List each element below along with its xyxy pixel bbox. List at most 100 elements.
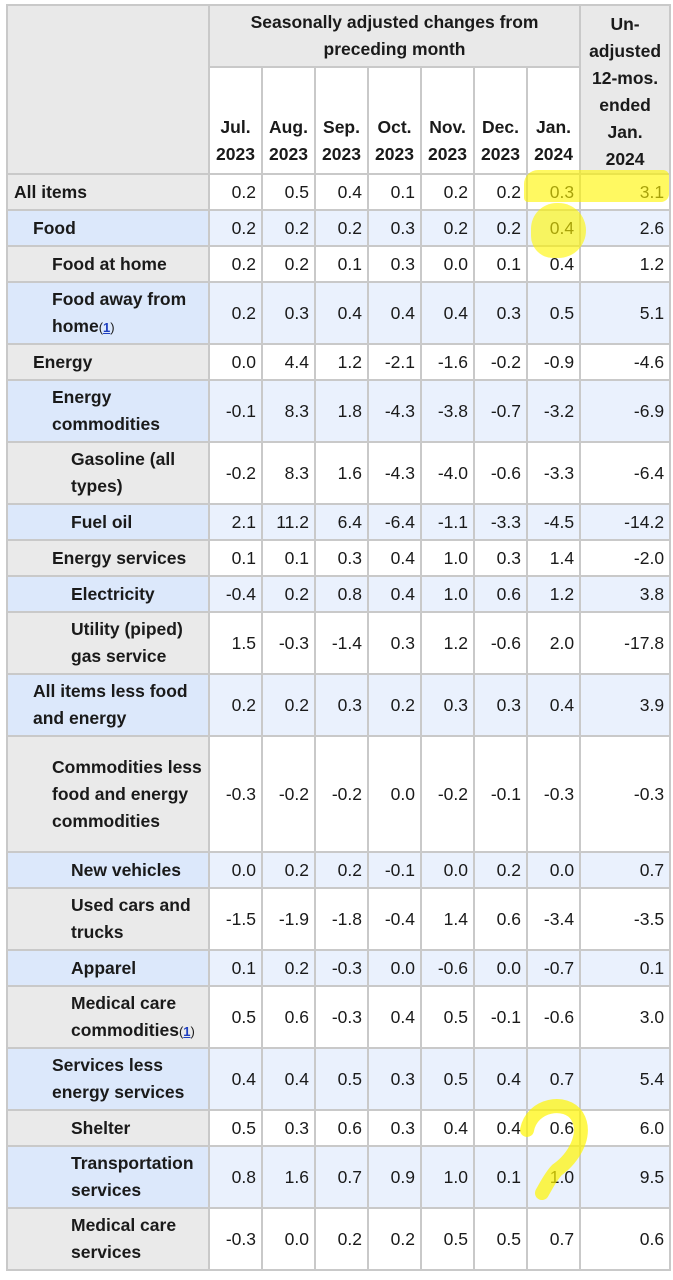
table-row: Energy 0.0 4.4 1.2 -2.1 -1.6 -0.2 -0.9 -4.6: [6, 343, 672, 381]
cell-monthly-change: -4.3: [367, 379, 422, 443]
footnote-link[interactable]: 1: [103, 319, 111, 335]
row-label-text: Transportation services: [71, 1153, 194, 1200]
table-body: All items 0.2 0.5 0.4 0.1 0.2 0.2 0.3 3.1 Food 0.2…: [6, 173, 672, 1271]
cell-monthly-change: 1.0: [420, 575, 475, 613]
cell-unadjusted-12mo: 3.9: [579, 673, 672, 737]
cell-monthly-change: 0.2: [314, 209, 369, 247]
cell-unadjusted-12mo: 5.4: [579, 1047, 672, 1111]
row-label-text: Used cars and trucks: [71, 895, 191, 942]
header-month: Sep. 2023: [314, 66, 369, 175]
row-label: Medical care commodities(1): [6, 985, 210, 1049]
cell-monthly-change: -0.6: [420, 949, 475, 987]
cell-monthly-change: -4.5: [525, 503, 582, 541]
table-row: Energy commodities -0.1 8.3 1.8 -4.3 -3.8 -0.7…: [6, 379, 672, 443]
cell-monthly-change: 1.6: [314, 441, 369, 505]
cell-monthly-change: 0.3: [473, 673, 528, 737]
cell-monthly-change: -0.2: [314, 735, 369, 853]
cell-monthly-change: 0.3: [367, 611, 422, 675]
row-label: Utility (piped) gas service: [6, 611, 210, 675]
cell-monthly-change: 0.3: [473, 539, 528, 577]
row-label-text: Medical care services: [71, 1215, 177, 1262]
cell-monthly-change: 0.1: [473, 245, 528, 283]
cell-unadjusted-12mo: -14.2: [579, 503, 672, 541]
row-label-text: Apparel: [71, 957, 137, 978]
row-label: Electricity: [6, 575, 210, 613]
header-corner: [6, 4, 210, 175]
cell-monthly-change: 1.8: [314, 379, 369, 443]
row-label: Shelter: [6, 1109, 210, 1147]
cell-unadjusted-12mo: 0.7: [579, 851, 672, 889]
cell-monthly-change: 0.3: [261, 281, 316, 345]
row-label-text: Food at home: [52, 253, 167, 274]
row-label: Fuel oil: [6, 503, 210, 541]
cell-monthly-change: 0.4: [314, 173, 369, 211]
footnote-link[interactable]: 1: [183, 1023, 191, 1039]
cell-monthly-change: 0.2: [261, 851, 316, 889]
cell-monthly-change: -1.6: [420, 343, 475, 381]
cell-monthly-change: 0.1: [261, 539, 316, 577]
cell-monthly-change: 0.2: [473, 209, 528, 247]
row-label-text: Food: [33, 217, 76, 238]
cell-monthly-change: 0.4: [208, 1047, 263, 1111]
cell-unadjusted-12mo: 3.0: [579, 985, 672, 1049]
row-label: All items: [6, 173, 210, 211]
cell-monthly-change: 0.0: [367, 735, 422, 853]
cell-monthly-change: -0.9: [525, 343, 582, 381]
footnote-ref[interactable]: (1): [178, 1023, 195, 1039]
row-label-text: Medical care commodities: [71, 992, 179, 1040]
cell-monthly-change: 0.1: [367, 173, 422, 211]
table-row: Food at home 0.2 0.2 0.1 0.3 0.0 0.1 0.4 1.2: [6, 245, 672, 283]
table-row: New vehicles 0.0 0.2 0.2 -0.1 0.0 0.2 0.0 0.7: [6, 851, 672, 889]
header-month: Aug. 2023: [261, 66, 316, 175]
row-label-text: Shelter: [71, 1117, 131, 1138]
header-month: Nov. 2023: [420, 66, 475, 175]
table-row: Food away from home(1) 0.2 0.3 0.4 0.4 0.4 0.3…: [6, 281, 672, 345]
cell-monthly-change: -1.5: [208, 887, 263, 951]
header-seasonally-adjusted: Seasonally adjusted changes from precedi…: [207, 3, 582, 69]
cell-monthly-change: 0.6: [261, 985, 316, 1049]
cell-monthly-change: 0.3: [367, 1109, 422, 1147]
table-row: Energy services 0.1 0.1 0.3 0.4 1.0 0.3 1.4 -2.0: [6, 539, 672, 577]
cell-monthly-change: 0.2: [261, 245, 316, 283]
cell-monthly-change: -0.4: [367, 887, 422, 951]
cell-monthly-change: 0.2: [261, 949, 316, 987]
cell-monthly-change: 6.4: [314, 503, 369, 541]
cell-monthly-change: 0.5: [208, 985, 263, 1049]
cell-monthly-change: -0.3: [208, 735, 263, 853]
cell-monthly-change: -0.4: [208, 575, 263, 613]
table-row: Utility (piped) gas service 1.5 -0.3 -1.4 0.…: [6, 611, 672, 675]
cell-monthly-change: -0.7: [525, 949, 582, 987]
cell-monthly-change: -3.4: [525, 887, 582, 951]
cell-monthly-change: 2.1: [208, 503, 263, 541]
cell-monthly-change: 8.3: [261, 441, 316, 505]
table-row: Food 0.2 0.2 0.2 0.3 0.2 0.2 0.4 2.6: [6, 209, 672, 247]
footnote-ref[interactable]: (1): [98, 319, 115, 335]
cell-monthly-change: -0.6: [473, 441, 528, 505]
row-label-text: New vehicles: [71, 859, 181, 880]
cell-monthly-change: -0.3: [261, 611, 316, 675]
table-row: All items less food and energy 0.2 0.2 0.3 0…: [6, 673, 672, 737]
table-row: Commodities less food and energy commodi…: [6, 735, 672, 853]
table-row: Transportation services 0.8 1.6 0.7 0.9 1.0 0.…: [6, 1145, 672, 1209]
cell-unadjusted-12mo: 1.2: [579, 245, 672, 283]
cell-monthly-change: 0.2: [367, 1207, 422, 1271]
cell-monthly-change: 0.4: [525, 673, 582, 737]
row-label: Medical care services: [6, 1207, 210, 1271]
cell-monthly-change: 0.2: [261, 673, 316, 737]
cell-monthly-change: 0.8: [314, 575, 369, 613]
cell-monthly-change: 0.3: [314, 539, 369, 577]
cell-monthly-change: -0.2: [208, 441, 263, 505]
row-label-text: Food away from home: [52, 288, 187, 336]
cell-monthly-change: -0.2: [473, 343, 528, 381]
cell-unadjusted-12mo: 3.1: [579, 173, 672, 211]
cell-monthly-change: 0.4: [367, 281, 422, 345]
cell-monthly-change: 0.6: [473, 887, 528, 951]
cell-monthly-change: 0.5: [420, 1047, 475, 1111]
cell-monthly-change: 0.1: [314, 245, 369, 283]
cell-unadjusted-12mo: -2.0: [579, 539, 672, 577]
row-label-text: Gasoline (all types): [71, 449, 176, 496]
cell-monthly-change: 0.0: [525, 851, 582, 889]
cell-monthly-change: -1.8: [314, 887, 369, 951]
row-label: Energy: [6, 343, 210, 381]
cell-unadjusted-12mo: 6.0: [579, 1109, 672, 1147]
